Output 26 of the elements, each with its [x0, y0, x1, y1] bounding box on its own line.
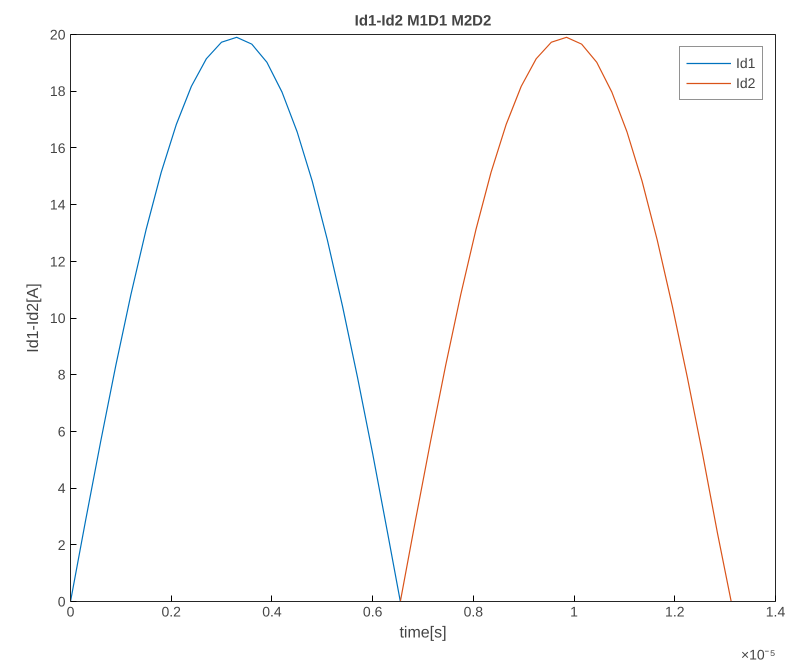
- x-tick-label: 0.4: [262, 604, 282, 620]
- line-series: [400, 36, 732, 602]
- x-tick-label: 1: [570, 604, 578, 620]
- legend-label: Id1: [736, 55, 756, 71]
- x-tick-label: 1.2: [665, 604, 685, 620]
- x-axis-title: time[s]: [399, 624, 447, 642]
- legend-label: Id2: [736, 75, 756, 91]
- y-tick-label: 20: [50, 26, 66, 42]
- y-tick-label: 0: [58, 594, 66, 610]
- y-tick-label: 16: [50, 140, 66, 156]
- line-series: [70, 36, 401, 602]
- y-tick-label: 8: [58, 366, 66, 383]
- x-tick-label: 0.2: [161, 604, 182, 620]
- text: ×10⁻⁵: [740, 646, 776, 662]
- x-tick-label: 0.6: [362, 604, 383, 620]
- y-tick-label: 14: [50, 196, 66, 213]
- x-tick-label: 0.8: [464, 604, 484, 620]
- y-tick-label: 18: [50, 83, 66, 100]
- y-tick-label: 4: [58, 480, 66, 496]
- chart-title: Id1-Id2 M1D1 M2D2: [354, 12, 492, 30]
- y-axis-title: Id1-Id2[A]: [24, 283, 42, 353]
- x-tick-label: 1.4: [766, 604, 786, 620]
- y-tick-label: 6: [58, 423, 66, 440]
- y-tick-label: 10: [50, 310, 66, 326]
- y-tick-label: 2: [58, 536, 66, 553]
- y-tick-label: 12: [50, 253, 66, 270]
